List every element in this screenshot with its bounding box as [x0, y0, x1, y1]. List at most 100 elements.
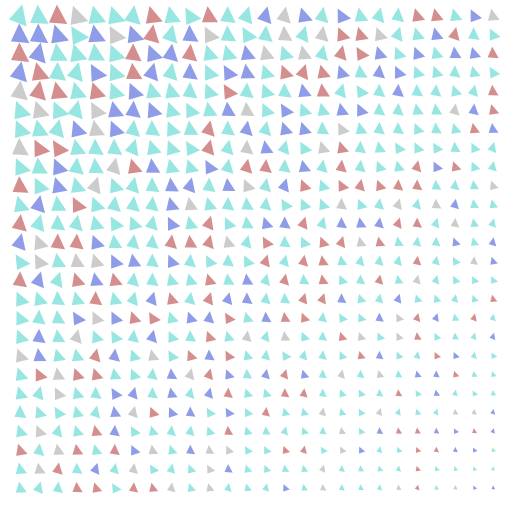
triangle	[451, 161, 462, 172]
triangle	[184, 291, 196, 306]
triangle	[66, 61, 83, 83]
triangle	[124, 138, 139, 157]
triangle	[468, 27, 480, 40]
triangle	[433, 161, 444, 173]
triangle	[147, 387, 158, 399]
triangle	[72, 481, 83, 493]
triangle	[260, 330, 270, 343]
triangle	[390, 26, 403, 42]
triangle	[207, 464, 216, 474]
triangle	[69, 233, 84, 250]
triangle	[126, 62, 143, 80]
triangle	[221, 196, 235, 211]
triangle	[90, 64, 108, 82]
triangle	[453, 370, 460, 378]
triangle	[109, 25, 127, 45]
triangle	[431, 255, 440, 266]
triangle	[186, 311, 198, 324]
triangle	[168, 444, 178, 455]
triangle	[354, 159, 366, 173]
triangle	[453, 485, 458, 490]
triangle	[258, 120, 272, 137]
triangle	[301, 483, 308, 491]
triangle	[318, 407, 326, 417]
triangle	[201, 6, 219, 23]
triangle	[70, 138, 87, 155]
triangle	[187, 349, 198, 362]
triangle	[299, 103, 313, 117]
triangle	[149, 406, 160, 418]
triangle	[451, 122, 462, 134]
triangle	[90, 386, 102, 399]
triangle	[89, 291, 103, 306]
triangle	[165, 82, 181, 99]
triangle	[412, 217, 423, 228]
triangle	[280, 64, 294, 80]
triangle	[317, 64, 331, 79]
triangle	[165, 177, 179, 192]
triangle	[184, 387, 195, 399]
triangle	[51, 24, 70, 44]
triangle	[28, 42, 46, 64]
triangle	[431, 274, 440, 285]
triangle	[10, 42, 30, 62]
triangle	[431, 27, 444, 41]
triangle	[356, 369, 365, 379]
triangle	[146, 82, 162, 99]
triangle	[453, 351, 460, 360]
triangle	[204, 83, 219, 100]
triangle	[109, 82, 126, 100]
triangle	[413, 65, 426, 79]
triangle	[470, 332, 477, 341]
triangle	[91, 425, 103, 437]
triangle	[299, 445, 307, 455]
triangle	[300, 369, 310, 379]
triangle	[239, 120, 253, 137]
triangle	[434, 332, 442, 341]
triangle	[240, 44, 256, 61]
triangle	[488, 218, 496, 228]
triangle	[431, 179, 442, 190]
triangle	[279, 369, 289, 380]
triangle	[338, 274, 349, 286]
triangle	[469, 65, 481, 78]
triangle	[224, 464, 233, 473]
triangle	[297, 45, 312, 60]
triangle	[375, 236, 386, 247]
triangle	[467, 84, 478, 98]
triangle	[52, 140, 70, 158]
triangle	[225, 369, 235, 380]
triangle	[450, 217, 460, 228]
triangle	[242, 273, 254, 285]
triangle	[490, 390, 497, 396]
triangle	[469, 46, 482, 59]
triangle	[34, 177, 50, 195]
triangle	[358, 465, 365, 472]
triangle	[356, 274, 366, 285]
triangle	[14, 195, 30, 213]
triangle	[72, 386, 85, 400]
triangle	[453, 428, 460, 435]
triangle	[49, 43, 68, 61]
triangle	[109, 44, 126, 63]
triangle	[92, 482, 103, 493]
triangle	[90, 462, 100, 475]
triangle	[243, 350, 254, 361]
triangle	[182, 62, 198, 80]
triangle	[129, 482, 139, 493]
triangle	[354, 64, 368, 78]
triangle	[392, 122, 404, 135]
triangle	[88, 138, 104, 155]
triangle	[374, 274, 384, 285]
triangle	[375, 312, 384, 322]
triangle	[34, 462, 46, 474]
triangle	[431, 122, 442, 134]
triangle	[320, 446, 328, 455]
triangle	[130, 426, 141, 437]
triangle	[162, 62, 178, 81]
triangle	[182, 177, 196, 194]
triangle	[240, 139, 254, 155]
triangle	[240, 235, 252, 249]
triangle	[205, 160, 219, 175]
triangle	[358, 408, 366, 417]
